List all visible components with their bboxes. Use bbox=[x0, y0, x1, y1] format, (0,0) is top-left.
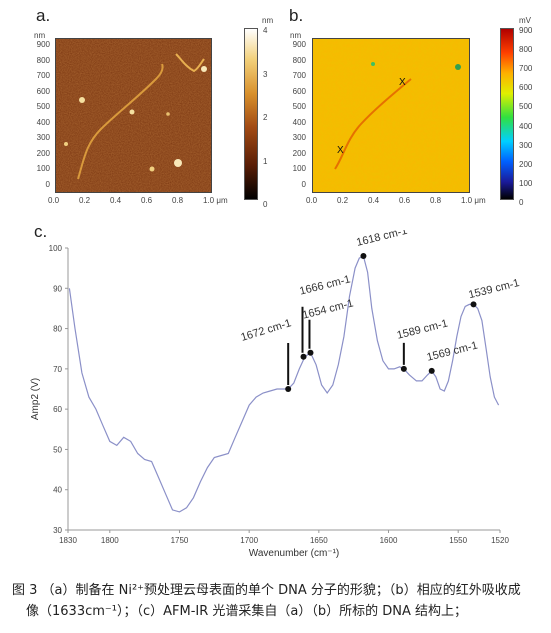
panel-b-colorbar-tick: 600 bbox=[519, 83, 533, 93]
annotation-point bbox=[300, 353, 307, 360]
panel-a-label: a. bbox=[36, 6, 51, 25]
panel-a-x-tick: 0.6 bbox=[141, 196, 153, 205]
panel-a-colorbar-unit: nm bbox=[262, 16, 274, 25]
x-tick-label: 1650 bbox=[310, 536, 328, 545]
spectrum-line bbox=[68, 255, 500, 513]
caption-line-1: 图 3 （a）制备在 Ni²⁺预处理云母表面的单个 DNA 分子的形貌；（b）相… bbox=[12, 583, 521, 598]
panel-a-x-tick: 1.0 μm bbox=[203, 196, 228, 205]
panel-b-y-tick: 100 bbox=[292, 164, 306, 173]
annotation-label: 1672 cm-1 bbox=[240, 317, 293, 344]
panel-b-colorbar-tick: 700 bbox=[519, 64, 533, 74]
panel-b-y-unit: nm bbox=[290, 31, 302, 40]
panel-a-x-tick: 0.4 bbox=[110, 196, 122, 205]
annotation-label: 1589 cm-1 bbox=[396, 318, 449, 342]
x-axis-label: Wavenumber (cm⁻¹) bbox=[249, 548, 339, 559]
ir-map-marker-1: X bbox=[399, 77, 406, 88]
panel-b-colorbar-tick: 900 bbox=[519, 26, 533, 35]
panel-b-colorbar-tick: 300 bbox=[519, 140, 533, 150]
panel-b-x-tick: 0.6 bbox=[399, 196, 411, 205]
ir-absorption-map: X X bbox=[312, 38, 470, 193]
x-tick-label: 1800 bbox=[101, 536, 119, 545]
panel-b-label: b. bbox=[289, 6, 304, 25]
panel-b-x-tick: 1.0 μm bbox=[461, 196, 486, 205]
panel-a-y-unit: nm bbox=[34, 31, 46, 40]
panel-b-x-tick: 0.2 bbox=[337, 196, 349, 205]
y-tick-label: 50 bbox=[53, 445, 62, 454]
panel-b-y-tick: 600 bbox=[292, 86, 306, 96]
panel-b-colorbar bbox=[500, 28, 514, 200]
ir-spectrum-chart: 1830 1800 1750 1700 1650 1600 1550 1520 30 40 50 60… bbox=[30, 230, 521, 559]
panel-b-x-tick: 0.0 bbox=[306, 196, 318, 205]
annotation-point bbox=[307, 349, 314, 356]
panel-a-colorbar bbox=[244, 28, 258, 200]
panel-b-y-tick: 900 bbox=[292, 40, 306, 49]
panel-a-y-tick: 400 bbox=[36, 117, 50, 127]
panel-b-colorbar-tick: 100 bbox=[519, 178, 533, 188]
panel-a-colorbar-tick: 4 bbox=[263, 26, 268, 35]
annotation-point bbox=[428, 367, 435, 374]
topography-image bbox=[56, 39, 211, 192]
x-tick-label: 1550 bbox=[449, 536, 467, 545]
annotation-label: 1618 cm-1 bbox=[355, 230, 408, 249]
panel-a-y-tick: 0 bbox=[45, 179, 50, 189]
caption-line-2: 像（1633cm⁻¹）；（c）AFM-IR 光谱采集自（a）（b）所标的 DNA… bbox=[26, 604, 468, 619]
y-tick-label: 40 bbox=[53, 486, 62, 495]
panel-a-y-tick: 300 bbox=[36, 133, 50, 142]
panel-a-y-tick: 800 bbox=[36, 55, 50, 65]
ir-map-marker-2: X bbox=[337, 145, 344, 156]
y-tick-label: 100 bbox=[49, 244, 63, 253]
panel-a-colorbar-tick: 1 bbox=[263, 156, 268, 166]
annotation-point bbox=[285, 386, 292, 392]
annotation-point bbox=[470, 301, 477, 308]
annotation-point bbox=[400, 365, 407, 372]
x-tick-label: 1700 bbox=[240, 536, 258, 545]
x-tick-label: 1600 bbox=[380, 536, 398, 545]
y-tick-label: 70 bbox=[53, 365, 62, 374]
panel-a-y-tick: 700 bbox=[36, 71, 50, 80]
panel-b-colorbar-tick: 400 bbox=[519, 121, 533, 131]
panel-b-x-tick: 0.4 bbox=[368, 196, 380, 205]
y-tick-label: 60 bbox=[53, 405, 62, 414]
panel-c-label: c. bbox=[34, 222, 48, 241]
panel-b-colorbar-unit: mV bbox=[519, 16, 531, 25]
x-tick-label: 1830 bbox=[59, 536, 77, 545]
panel-b-y-tick: 400 bbox=[292, 117, 306, 127]
y-tick-label: 90 bbox=[53, 284, 62, 293]
panel-a-y-tick: 100 bbox=[36, 164, 50, 173]
panel-a-y-tick: 600 bbox=[36, 86, 50, 96]
panel-a-y-tick: 500 bbox=[36, 102, 50, 111]
panel-b-colorbar-tick: 0 bbox=[519, 197, 524, 207]
panel-a-colorbar-tick: 3 bbox=[263, 69, 268, 79]
annotation-label: 1539 cm-1 bbox=[467, 277, 520, 301]
panel-b-y-tick: 700 bbox=[292, 71, 306, 80]
annotation-point bbox=[360, 253, 367, 260]
panel-a-y-tick: 200 bbox=[36, 148, 50, 158]
panel-a-colorbar-tick: 2 bbox=[263, 113, 268, 122]
y-axis-label: Amp2 (V) bbox=[30, 378, 41, 420]
annotation-label: 1666 cm-1 bbox=[298, 273, 351, 297]
panel-b-y-tick: 800 bbox=[292, 55, 306, 65]
figure-caption: 图 3 （a）制备在 Ni²⁺预处理云母表面的单个 DNA 分子的形貌；（b）相… bbox=[12, 580, 542, 622]
panel-a-colorbar-tick: 0 bbox=[263, 200, 268, 209]
ir-map-image: X X bbox=[313, 39, 469, 192]
panel-a-y-tick: 900 bbox=[36, 40, 50, 49]
panel-b-colorbar-tick: 800 bbox=[519, 45, 533, 55]
panel-b-y-tick: 0 bbox=[301, 179, 306, 189]
panel-a-x-tick: 0.0 bbox=[48, 196, 60, 205]
panel-b-y-tick: 200 bbox=[292, 148, 306, 158]
panel-b-y-tick: 300 bbox=[292, 133, 306, 142]
panel-a-x-tick: 0.8 bbox=[172, 196, 184, 205]
panel-b-y-tick: 500 bbox=[292, 102, 306, 111]
topography-map bbox=[55, 38, 212, 193]
y-tick-label: 30 bbox=[53, 526, 62, 535]
x-tick-label: 1520 bbox=[491, 536, 509, 545]
panel-b-colorbar-tick: 500 bbox=[519, 102, 533, 112]
panel-b-colorbar-tick: 200 bbox=[519, 159, 533, 169]
x-tick-label: 1750 bbox=[171, 536, 189, 545]
panel-a-x-tick: 0.2 bbox=[79, 196, 91, 205]
panel-b-x-tick: 0.8 bbox=[430, 196, 442, 205]
y-tick-label: 80 bbox=[53, 325, 62, 334]
